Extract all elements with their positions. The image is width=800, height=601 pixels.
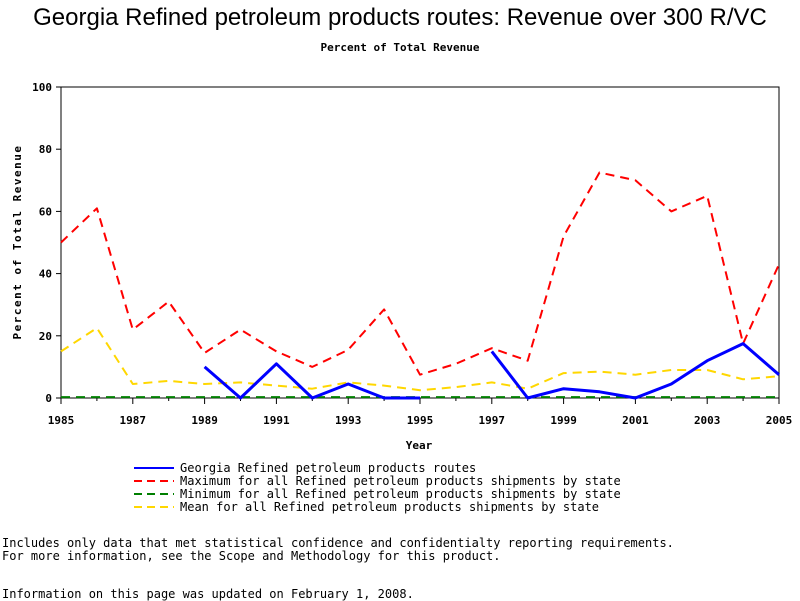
x-tick-label: 2003: [694, 414, 721, 427]
x-tick-label: 1993: [335, 414, 362, 427]
y-tick-label: 40: [39, 268, 52, 281]
y-axis-title: Percent of Total Revenue: [11, 145, 24, 340]
footnote-confidence: Includes only data that met statistical …: [2, 536, 674, 550]
legend-label: Mean for all Refined petroleum products …: [180, 500, 599, 514]
plot-frame: [60, 86, 780, 399]
y-tick-label: 20: [39, 330, 52, 343]
series-line-0: [490, 342, 780, 400]
series-layer: [60, 171, 780, 400]
footnote-updated: Information on this page was updated on …: [2, 587, 414, 601]
x-tick-label: 1989: [191, 414, 218, 427]
y-tick-label: 100: [32, 81, 52, 94]
chart-subtitle: Percent of Total Revenue: [320, 41, 480, 54]
legend-label: Maximum for all Refined petroleum produc…: [180, 474, 621, 488]
x-tick-label: 1995: [407, 414, 434, 427]
legend: Georgia Refined petroleum products route…: [134, 461, 621, 514]
x-tick-label: 1985: [48, 414, 75, 427]
x-tick-label: 2005: [766, 414, 793, 427]
footnote-methodology: For more information, see the Scope and …: [2, 549, 501, 563]
series-line-0: [203, 362, 420, 400]
x-tick-label: 1991: [263, 414, 290, 427]
series-line-1: [60, 171, 780, 376]
legend-label: Minimum for all Refined petroleum produc…: [180, 487, 621, 501]
legend-label: Georgia Refined petroleum products route…: [180, 461, 476, 475]
y-tick-label: 60: [39, 205, 52, 218]
y-tick-label: 80: [39, 143, 52, 156]
x-axis-title: Year: [406, 439, 433, 452]
y-axis: 0 20 40 60 80 100: [32, 81, 61, 405]
x-tick-label: 2001: [622, 414, 649, 427]
series-line-3: [60, 327, 780, 392]
x-tick-label: 1999: [550, 414, 577, 427]
chart-title: Georgia Refined petroleum products route…: [33, 4, 767, 31]
x-axis: 1985 1987 1989 1991 1993 1995 1997 1999 2001 2003…: [48, 398, 793, 427]
y-tick-label: 0: [45, 392, 52, 405]
x-tick-label: 1987: [120, 414, 147, 427]
x-tick-label: 1997: [479, 414, 506, 427]
